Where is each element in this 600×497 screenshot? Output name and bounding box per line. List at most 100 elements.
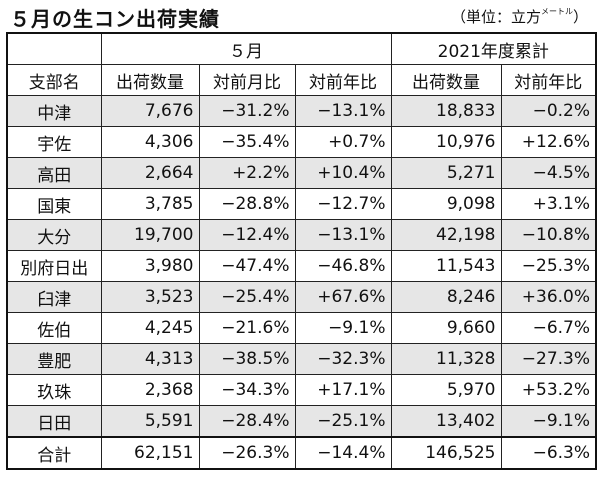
value-cell: 3,523: [100, 281, 200, 313]
group-header-month: ５月: [100, 32, 392, 65]
total-row: 合計 62,151 −26.3% −14.4% 146,525 −6.3%: [6, 436, 597, 470]
value-cell: +12.6%: [500, 126, 597, 158]
value-cell: 3,785: [100, 188, 200, 220]
page-title: ５月の生コン出荷実績: [10, 7, 220, 31]
value-cell: −6.7%: [500, 312, 597, 344]
value-cell: −10.8%: [500, 219, 597, 251]
value-cell: −9.1%: [294, 312, 392, 344]
table-row: 日田 5,591 −28.4% −25.1% 13,402 −9.1%: [6, 405, 597, 438]
value-cell: +53.2%: [500, 374, 597, 406]
group-header-ytd: 2021年度累計: [390, 32, 597, 65]
value-cell: −31.2%: [198, 95, 296, 127]
value-cell: 5,271: [390, 157, 502, 189]
table-row: 佐伯 4,245 −21.6% −9.1% 9,660 −6.7%: [6, 312, 597, 344]
table-row: 国東 3,785 −28.8% −12.7% 9,098 +3.1%: [6, 188, 597, 220]
table-row: 豊肥 4,313 −38.5% −32.3% 11,328 −27.3%: [6, 343, 597, 375]
branch-name-cell: 合計: [6, 436, 102, 470]
value-cell: −12.4%: [198, 219, 296, 251]
value-cell: +3.1%: [500, 188, 597, 220]
header: ５月の生コン出荷実績 （単位：立方メートル）: [0, 0, 600, 32]
value-cell: −26.3%: [198, 436, 296, 470]
table-row: 中津 7,676 −31.2% −13.1% 18,833 −0.2%: [6, 95, 597, 127]
value-cell: +2.2%: [198, 157, 296, 189]
value-cell: −13.1%: [294, 95, 392, 127]
value-cell: 2,368: [100, 374, 200, 406]
branch-name-cell: 佐伯: [6, 312, 102, 344]
branch-name-cell: 玖珠: [6, 374, 102, 406]
table-row: 臼津 3,523 −25.4% +67.6% 8,246 +36.0%: [6, 281, 597, 313]
value-cell: 18,833: [390, 95, 502, 127]
value-cell: 146,525: [390, 436, 502, 470]
column-header: 対前年比: [294, 64, 392, 96]
value-cell: −35.4%: [198, 126, 296, 158]
value-cell: −34.3%: [198, 374, 296, 406]
branch-name-cell: 別府日出: [6, 250, 102, 282]
value-cell: 9,098: [390, 188, 502, 220]
value-cell: −25.4%: [198, 281, 296, 313]
shipment-table: ５月 2021年度累計 支部名 出荷数量 対前月比 対前年比 出荷数量 対前年比 中津 7,…: [6, 32, 598, 470]
value-cell: −47.4%: [198, 250, 296, 282]
value-cell: −14.4%: [294, 436, 392, 470]
value-cell: 8,246: [390, 281, 502, 313]
unit-suffix: ）: [572, 8, 588, 26]
value-cell: +36.0%: [500, 281, 597, 313]
column-header: 出荷数量: [390, 64, 502, 96]
column-header-row: 支部名 出荷数量 対前月比 対前年比 出荷数量 対前年比: [6, 64, 597, 96]
value-cell: −12.7%: [294, 188, 392, 220]
value-cell: −9.1%: [500, 405, 597, 438]
branch-name-cell: 高田: [6, 157, 102, 189]
corner-cell: [6, 32, 102, 65]
value-cell: −32.3%: [294, 343, 392, 375]
table-row: 宇佐 4,306 −35.4% +0.7% 10,976 +12.6%: [6, 126, 597, 158]
unit-small: メートル: [540, 7, 573, 16]
value-cell: +0.7%: [294, 126, 392, 158]
value-cell: 7,676: [100, 95, 200, 127]
value-cell: 42,198: [390, 219, 502, 251]
value-cell: 62,151: [100, 436, 200, 470]
value-cell: 4,313: [100, 343, 200, 375]
column-header: 支部名: [6, 64, 102, 96]
value-cell: 5,591: [100, 405, 200, 438]
value-cell: −0.2%: [500, 95, 597, 127]
branch-name-cell: 中津: [6, 95, 102, 127]
unit-note: （単位：立方メートル）: [451, 6, 588, 27]
value-cell: −4.5%: [500, 157, 597, 189]
value-cell: −46.8%: [294, 250, 392, 282]
value-cell: −21.6%: [198, 312, 296, 344]
unit-prefix: （単位：立方: [450, 8, 541, 26]
table-row: 別府日出 3,980 −47.4% −46.8% 11,543 −25.3%: [6, 250, 597, 282]
value-cell: 3,980: [100, 250, 200, 282]
table-row: 大分 19,700 −12.4% −13.1% 42,198 −10.8%: [6, 219, 597, 251]
value-cell: 9,660: [390, 312, 502, 344]
value-cell: 10,976: [390, 126, 502, 158]
table-row: 玖珠 2,368 −34.3% +17.1% 5,970 +53.2%: [6, 374, 597, 406]
value-cell: −38.5%: [198, 343, 296, 375]
value-cell: 5,970: [390, 374, 502, 406]
value-cell: 19,700: [100, 219, 200, 251]
value-cell: 2,664: [100, 157, 200, 189]
value-cell: 11,543: [390, 250, 502, 282]
column-header: 対前年比: [500, 64, 597, 96]
table-body: 中津 7,676 −31.2% −13.1% 18,833 −0.2% 宇佐 4,306 −35…: [6, 95, 597, 470]
value-cell: −6.3%: [500, 436, 597, 470]
value-cell: −28.4%: [198, 405, 296, 438]
value-cell: −25.1%: [294, 405, 392, 438]
branch-name-cell: 国東: [6, 188, 102, 220]
branch-name-cell: 宇佐: [6, 126, 102, 158]
table-row: 高田 2,664 +2.2% +10.4% 5,271 −4.5%: [6, 157, 597, 189]
value-cell: 11,328: [390, 343, 502, 375]
branch-name-cell: 日田: [6, 405, 102, 438]
value-cell: +67.6%: [294, 281, 392, 313]
value-cell: −13.1%: [294, 219, 392, 251]
value-cell: +10.4%: [294, 157, 392, 189]
value-cell: −27.3%: [500, 343, 597, 375]
group-header-row: ５月 2021年度累計: [6, 32, 597, 65]
value-cell: 13,402: [390, 405, 502, 438]
branch-name-cell: 大分: [6, 219, 102, 251]
column-header: 出荷数量: [100, 64, 200, 96]
column-header: 対前月比: [198, 64, 296, 96]
value-cell: +17.1%: [294, 374, 392, 406]
branch-name-cell: 豊肥: [6, 343, 102, 375]
value-cell: 4,245: [100, 312, 200, 344]
branch-name-cell: 臼津: [6, 281, 102, 313]
